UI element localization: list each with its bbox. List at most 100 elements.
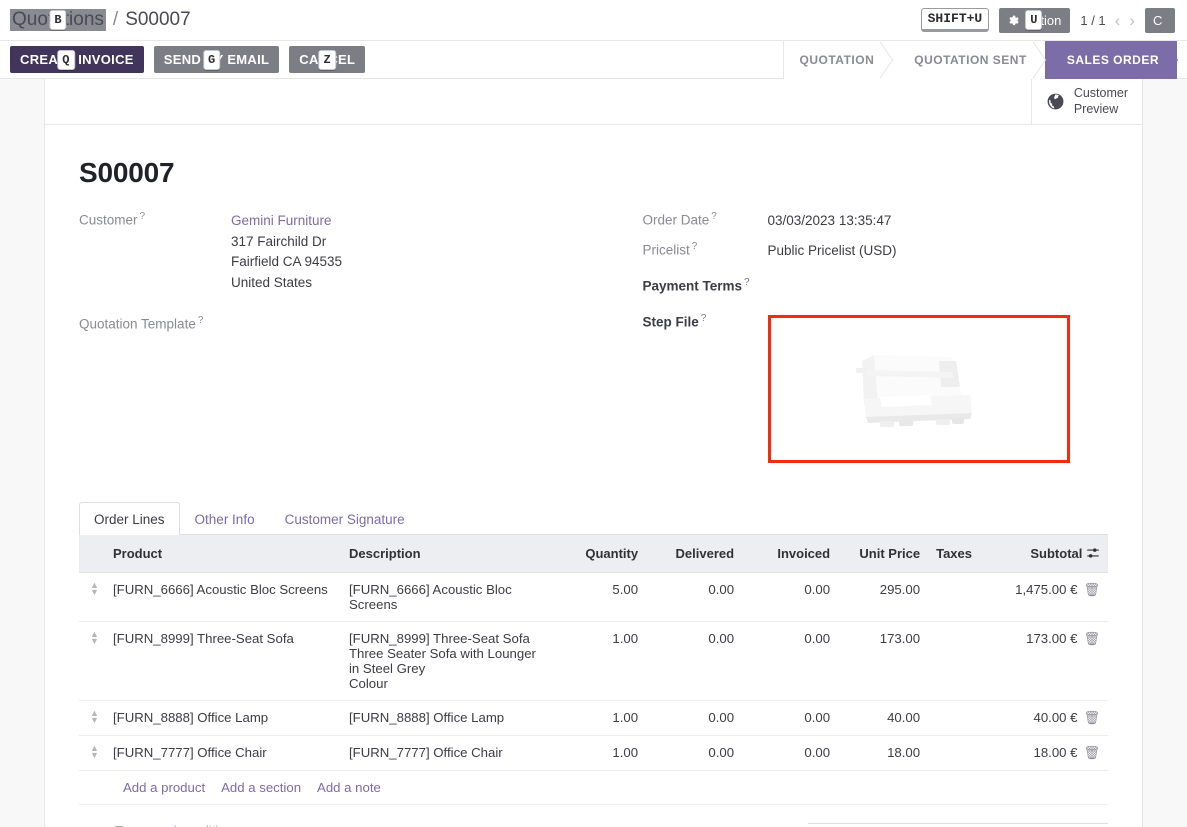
step-file-3d-model-icon xyxy=(855,355,972,428)
cell-product[interactable]: [FURN_8999] Three-Seat Sofa xyxy=(105,621,341,702)
cell-delivered[interactable]: 0.00 xyxy=(646,700,743,737)
drag-handle-icon[interactable]: ▲ ▼ xyxy=(90,629,99,647)
cell-delivered[interactable]: 0.00 xyxy=(646,572,743,623)
link-add-a-product[interactable]: Add a product xyxy=(123,780,206,796)
drag-handle-icon[interactable]: ▲ ▼ xyxy=(90,580,99,598)
customer-preview-button[interactable]: Customer Preview xyxy=(1030,79,1142,124)
cell-taxes[interactable] xyxy=(928,700,980,737)
help-icon[interactable]: ? xyxy=(691,240,698,252)
cell-taxes[interactable] xyxy=(928,735,980,772)
status-pipeline: QUOTATION QUOTATION SENT SALES ORDER xyxy=(782,40,1179,79)
help-icon[interactable]: ? xyxy=(139,211,146,222)
cell-unit-price[interactable]: 295.00 xyxy=(838,572,929,623)
table-row[interactable]: ▲ ▼ [FURN_7777] Office Chair [FURN_7777] Of… xyxy=(79,735,1108,772)
field-pricelist-value[interactable]: Public Pricelist (USD) xyxy=(767,242,897,258)
col-taxes[interactable]: Taxes xyxy=(928,535,980,574)
cell-description[interactable]: [FURN_8888] Office Lamp xyxy=(341,700,551,737)
drag-handle-cell[interactable]: ▲ ▼ xyxy=(79,621,105,702)
delete-line-trash-icon[interactable]: 🗑 xyxy=(1083,582,1100,598)
table-header-row: Product Description Quantity Delivered I… xyxy=(79,535,1108,574)
col-invoiced[interactable]: Invoiced xyxy=(742,535,839,574)
col-description[interactable]: Description xyxy=(341,535,551,574)
field-quotation-template-label: Quotation Template? xyxy=(79,315,204,332)
cell-taxes[interactable] xyxy=(928,572,980,623)
description-line: [FURN_8999] Three-Seat Sofa xyxy=(349,631,530,647)
cell-invoiced[interactable]: 0.00 xyxy=(742,735,839,772)
cell-unit-price[interactable]: 40.00 xyxy=(838,700,929,737)
totals-block: Total: 1,706.00 € xyxy=(808,823,1108,827)
delete-line-trash-icon[interactable]: 🗑 xyxy=(1083,631,1100,647)
key-hint-shift-u: SHIFT+U xyxy=(920,7,990,33)
overflow-button-partial[interactable]: C xyxy=(1145,7,1175,33)
pager-previous-icon[interactable]: ‹ xyxy=(1114,10,1121,30)
breadcrumb-root-quotations[interactable]: Quotations B xyxy=(10,9,106,31)
cell-description[interactable]: [FURN_8999] Three-Seat Sofa Three Seater … xyxy=(341,621,551,702)
stage-sales-order[interactable]: SALES ORDER xyxy=(1044,40,1179,79)
cell-taxes[interactable] xyxy=(928,621,980,702)
col-unit-price[interactable]: Unit Price xyxy=(838,535,929,574)
cell-invoiced[interactable]: 0.00 xyxy=(742,572,839,623)
col-delivered[interactable]: Delivered xyxy=(646,535,743,574)
drag-handle-cell[interactable]: ▲ ▼ xyxy=(79,735,105,772)
cell-invoiced[interactable]: 0.00 xyxy=(742,700,839,737)
stage-quotation[interactable]: QUOTATION xyxy=(783,40,893,79)
terms-and-conditions-input[interactable]: Terms and conditions... xyxy=(79,823,808,827)
cell-subtotal: 18.00 € 🗑 xyxy=(980,735,1108,772)
drag-handle-icon[interactable]: ▲ ▼ xyxy=(90,708,99,726)
table-row[interactable]: ▲ ▼ [FURN_8888] Office Lamp [FURN_8888] Off… xyxy=(79,700,1108,737)
form-sheet: Customer Preview S00007 Customer? Gemini… xyxy=(44,79,1143,827)
cell-product[interactable]: [FURN_8888] Office Lamp xyxy=(105,700,341,737)
delete-line-trash-icon[interactable]: 🗑 xyxy=(1083,745,1100,761)
cell-quantity[interactable]: 1.00 xyxy=(550,700,647,737)
cell-unit-price[interactable]: 18.00 xyxy=(838,735,929,772)
help-icon[interactable]: ? xyxy=(711,211,717,222)
link-add-a-section[interactable]: Add a section xyxy=(221,780,302,796)
cell-quantity[interactable]: 5.00 xyxy=(550,572,647,623)
field-order-date-value[interactable]: 03/03/2023 13:35:47 xyxy=(767,213,892,228)
table-row[interactable]: ▲ ▼ [FURN_6666] Acoustic Bloc Screens [FURN… xyxy=(79,572,1108,623)
top-breadcrumb-bar: Quotations B / S00007 SHIFT+U Action U 1… xyxy=(0,0,1187,41)
tab-customer-signature[interactable]: Customer Signature xyxy=(284,512,405,528)
help-icon[interactable]: ? xyxy=(744,277,750,289)
customer-name-link[interactable]: Gemini Furniture xyxy=(231,213,332,228)
cell-product[interactable]: [FURN_7777] Office Chair xyxy=(105,735,341,772)
cell-quantity[interactable]: 1.00 xyxy=(550,621,647,702)
field-pricelist-label: Pricelist? xyxy=(642,240,698,258)
cell-invoiced[interactable]: 0.00 xyxy=(742,621,839,702)
help-icon[interactable]: ? xyxy=(197,315,204,327)
step-file-preview-box[interactable] xyxy=(767,315,1070,464)
tab-other-info[interactable]: Other Info xyxy=(194,512,255,528)
breadcrumb-current-record: S00007 xyxy=(125,9,191,30)
cell-description[interactable]: [FURN_7777] Office Chair xyxy=(341,735,551,772)
gear-icon xyxy=(1009,15,1019,25)
help-icon[interactable]: ? xyxy=(700,313,707,325)
action-button-create-invoice[interactable]: CREATE INVOICE Q xyxy=(10,46,144,73)
cell-delivered[interactable]: 0.00 xyxy=(646,735,743,772)
tab-order-lines[interactable]: Order Lines xyxy=(79,502,180,536)
cell-quantity[interactable]: 1.00 xyxy=(550,735,647,772)
col-product[interactable]: Product xyxy=(105,535,341,574)
cell-product[interactable]: [FURN_6666] Acoustic Bloc Screens xyxy=(105,572,341,623)
stage-label: QUOTATION xyxy=(799,52,875,67)
action-button-cancel[interactable]: CANCELZ xyxy=(289,46,366,73)
drag-handle-cell[interactable]: ▲ ▼ xyxy=(79,572,105,623)
pager-next-icon[interactable]: › xyxy=(1129,10,1135,30)
cell-unit-price[interactable]: 173.00 xyxy=(838,621,929,702)
drag-handle-icon[interactable]: ▲ ▼ xyxy=(90,743,99,761)
field-payment-terms: Payment Terms? xyxy=(643,277,1109,297)
form-scroll-area[interactable]: Customer Preview S00007 Customer? Gemini… xyxy=(0,79,1187,827)
delete-line-trash-icon[interactable]: 🗑 xyxy=(1083,710,1100,726)
link-add-a-note[interactable]: Add a note xyxy=(317,780,381,796)
action-menu-button[interactable]: Action U xyxy=(999,7,1071,33)
stage-quotation-sent[interactable]: QUOTATION SENT xyxy=(892,40,1046,79)
drag-handle-cell[interactable]: ▲ ▼ xyxy=(79,700,105,737)
optional-columns-sliders-icon[interactable] xyxy=(1086,546,1100,560)
col-quantity[interactable]: Quantity xyxy=(550,535,647,574)
field-step-file-label: Step File? xyxy=(642,313,707,330)
description-line: [FURN_7777] Office Chair xyxy=(349,745,503,761)
cell-description[interactable]: [FURN_6666] Acoustic Bloc Screens xyxy=(341,572,551,623)
cell-delivered[interactable]: 0.00 xyxy=(646,621,743,702)
table-row[interactable]: ▲ ▼ [FURN_8999] Three-Seat Sofa [FURN_8999]… xyxy=(79,621,1108,702)
